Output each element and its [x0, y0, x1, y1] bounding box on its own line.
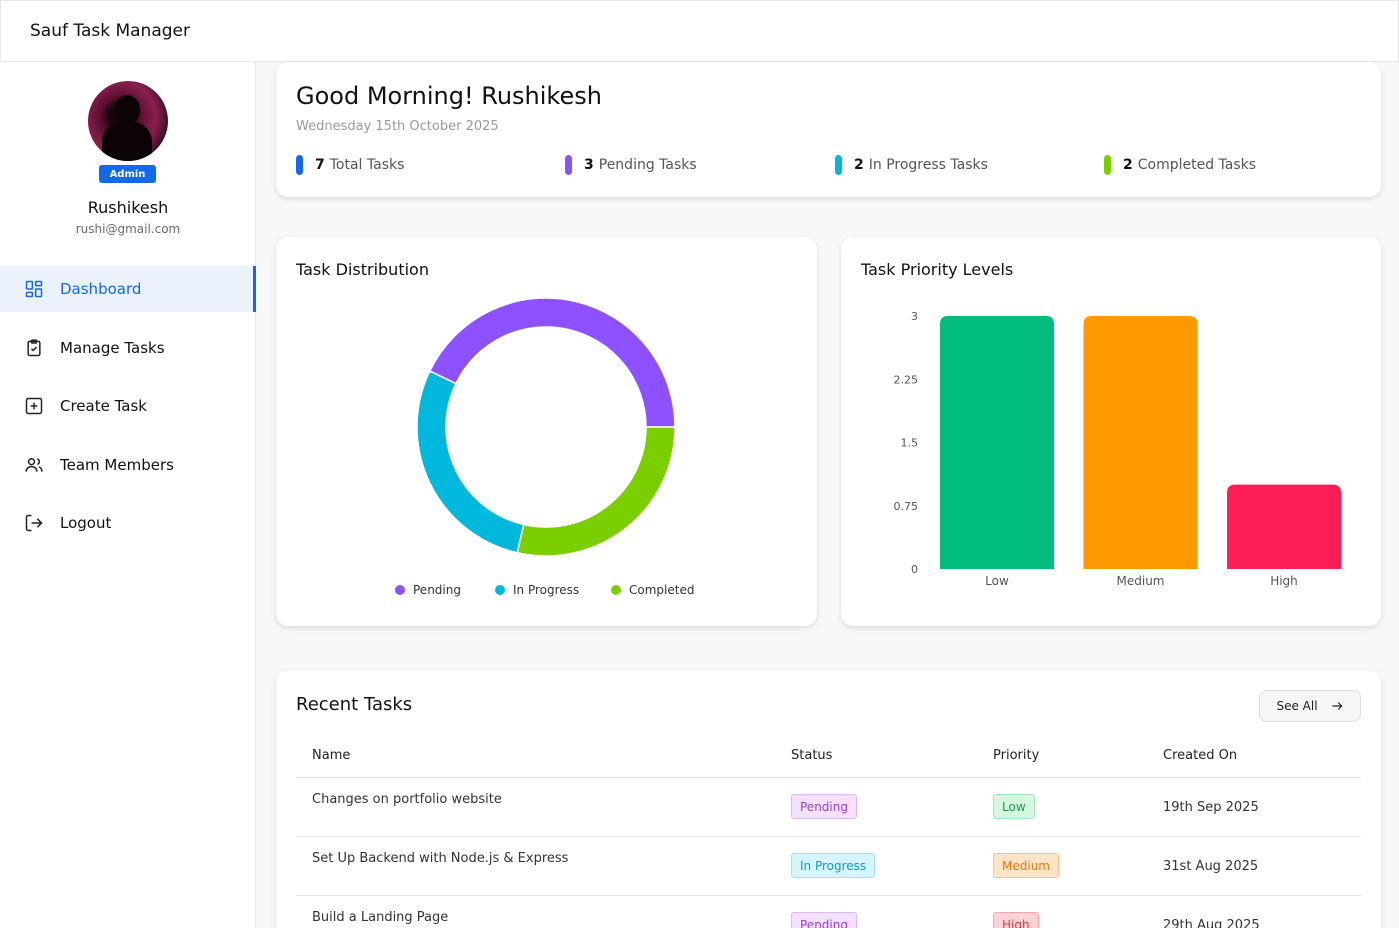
- stat-count: 2: [854, 157, 864, 173]
- priority-badge: High: [993, 912, 1039, 928]
- sidebar-item-label: Manage Tasks: [60, 339, 165, 357]
- stat-label: Completed Tasks: [1137, 157, 1257, 173]
- legend-item-pending: Pending: [395, 583, 461, 597]
- stat-in-progress-tasks: 2 In Progress Tasks: [835, 155, 988, 175]
- recent-tasks-card: Recent Tasks See All Name Status Priorit…: [276, 670, 1381, 928]
- greeting-title: Good Morning! Rushikesh: [296, 82, 602, 110]
- y-tick-label: 2.25: [894, 373, 919, 386]
- y-tick-label: 3: [911, 310, 918, 323]
- donut-slice-pending[interactable]: [428, 297, 676, 428]
- greeting-card: Good Morning! Rushikesh Wednesday 15th O…: [276, 62, 1381, 197]
- y-tick-label: 0: [911, 563, 918, 576]
- y-tick-label: 1.5: [901, 437, 919, 450]
- clipboard-check-icon: [24, 338, 44, 358]
- table-cell-name[interactable]: Changes on portfolio website: [312, 792, 502, 807]
- legend-label: Completed: [629, 583, 695, 597]
- bar-high[interactable]: [1227, 484, 1341, 569]
- column-header-created-on[interactable]: Created On: [1163, 748, 1238, 763]
- legend-label: Pending: [413, 583, 461, 597]
- table-cell-created: 31st Aug 2025: [1163, 859, 1259, 874]
- bar-low[interactable]: [940, 316, 1054, 569]
- stat-color-bar: [1104, 155, 1111, 175]
- sidebar-item-create-task[interactable]: Create Task: [0, 383, 256, 429]
- top-bar: Sauf Task Manager: [0, 0, 1399, 62]
- priority-badge: Low: [993, 794, 1035, 819]
- card-title: Task Priority Levels: [861, 260, 1014, 279]
- y-tick-label: 0.75: [894, 500, 919, 513]
- donut-slice-completed[interactable]: [516, 426, 676, 557]
- table-cell-name[interactable]: Build a Landing Page: [312, 910, 449, 925]
- see-all-button[interactable]: See All: [1259, 690, 1361, 722]
- stat-color-bar: [565, 155, 572, 175]
- sidebar-item-team-members[interactable]: Team Members: [0, 442, 256, 488]
- users-icon: [24, 455, 44, 475]
- legend-label: In Progress: [513, 583, 580, 597]
- bar-medium[interactable]: [1083, 316, 1198, 569]
- donut-chart: [416, 297, 676, 557]
- arrow-right-icon: [1331, 702, 1343, 710]
- logout-icon: [24, 513, 44, 533]
- column-header-name[interactable]: Name: [312, 748, 351, 763]
- sidebar: Admin Rushikesh rushi@gmail.com Dashboar…: [0, 62, 256, 928]
- task-priority-card: Task Priority Levels 0 0.75 1.5 2.25 3 Low Med…: [841, 237, 1381, 626]
- card-title: Task Distribution: [296, 260, 429, 279]
- bar-chart: 0 0.75 1.5 2.25 3 Low Medium High: [894, 310, 1341, 588]
- legend-item-completed: Completed: [611, 583, 694, 597]
- sidebar-item-manage-tasks[interactable]: Manage Tasks: [0, 325, 256, 371]
- sidebar-item-label: Dashboard: [60, 280, 142, 298]
- recent-tasks-title: Recent Tasks: [296, 694, 413, 715]
- stat-color-bar: [296, 155, 303, 175]
- status-badge: Pending: [791, 912, 857, 928]
- sidebar-item-label: Logout: [60, 514, 112, 532]
- x-tick-label: Low: [985, 574, 1009, 588]
- task-distribution-card: Task Distribution Pending In Progress Co…: [276, 237, 817, 626]
- stat-label: Total Tasks: [329, 157, 405, 173]
- greeting-date: Wednesday 15th October 2025: [296, 119, 499, 134]
- table-divider: [296, 777, 1361, 778]
- user-email: rushi@gmail.com: [75, 222, 181, 236]
- sidebar-item-label: Team Members: [60, 456, 174, 474]
- table-cell-created: 29th Aug 2025: [1163, 918, 1260, 928]
- status-badge: Pending: [791, 794, 857, 819]
- stat-color-bar: [835, 155, 842, 175]
- sidebar-item-logout[interactable]: Logout: [0, 500, 256, 546]
- column-header-status[interactable]: Status: [791, 748, 833, 763]
- sidebar-item-dashboard[interactable]: Dashboard: [0, 266, 256, 312]
- x-tick-label: Medium: [1117, 574, 1165, 588]
- legend-item-in-progress: In Progress: [495, 583, 579, 597]
- table-cell-created: 19th Sep 2025: [1163, 800, 1259, 815]
- dashboard-icon: [24, 279, 44, 299]
- priority-badge: Medium: [993, 853, 1059, 878]
- see-all-label: See All: [1276, 699, 1318, 713]
- table-cell-name[interactable]: Set Up Backend with Node.js & Express: [312, 851, 569, 866]
- x-tick-label: High: [1270, 574, 1298, 588]
- sidebar-item-label: Create Task: [60, 397, 147, 415]
- stat-count: 3: [584, 157, 594, 173]
- stat-total-tasks: 7 Total Tasks: [296, 155, 404, 175]
- status-badge: In Progress: [791, 853, 876, 878]
- stat-completed-tasks: 2 Completed Tasks: [1104, 155, 1256, 175]
- stat-label: Pending Tasks: [598, 157, 697, 173]
- table-divider: [296, 895, 1361, 896]
- table-divider: [296, 836, 1361, 837]
- column-header-priority[interactable]: Priority: [993, 748, 1040, 763]
- role-badge: Admin: [99, 165, 156, 183]
- avatar[interactable]: [88, 81, 168, 161]
- stat-pending-tasks: 3 Pending Tasks: [565, 155, 697, 175]
- stat-label: In Progress Tasks: [868, 157, 988, 173]
- stat-count: 2: [1123, 157, 1133, 173]
- user-name: Rushikesh: [87, 198, 169, 217]
- stat-count: 7: [315, 157, 325, 173]
- plus-square-icon: [24, 396, 44, 416]
- donut-slice-in-progress[interactable]: [416, 370, 525, 554]
- app-title: Sauf Task Manager: [30, 21, 190, 41]
